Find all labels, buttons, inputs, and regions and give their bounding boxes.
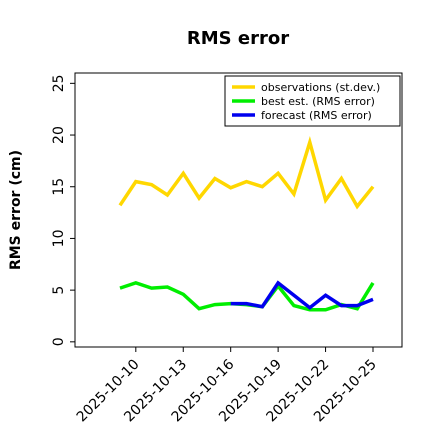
- y-tick-label: 0: [51, 337, 67, 346]
- axes-frame: [74, 72, 403, 348]
- series-line-1: [118, 136, 375, 210]
- y-tick-label: 25: [51, 74, 67, 92]
- y-axis-label: RMS error (cm): [8, 150, 24, 270]
- y-tick-label: 15: [51, 178, 67, 196]
- series-line-3: [230, 280, 374, 310]
- y-tick-label: 20: [51, 126, 67, 144]
- legend-label-2: best est. (RMS error): [261, 95, 375, 108]
- legend-label-1: observations (st.dev.): [261, 81, 380, 94]
- legend-label-3: forecast (RMS error): [261, 109, 372, 122]
- y-tick-label: 5: [51, 286, 67, 295]
- legend: observations (st.dev.)best est. (RMS err…: [224, 75, 401, 127]
- y-tick-label: 10: [51, 230, 67, 248]
- chart-title: RMS error: [187, 28, 289, 49]
